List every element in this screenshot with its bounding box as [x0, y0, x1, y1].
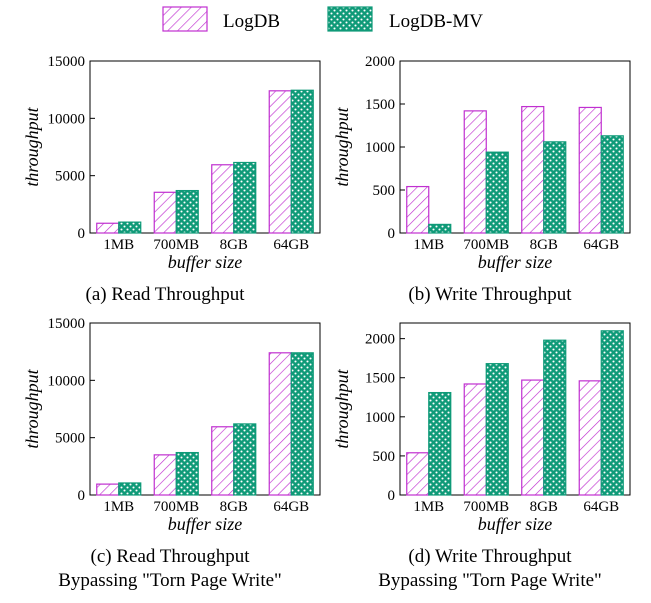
- y-axis-label: throughput: [332, 106, 352, 186]
- caption-d-line-2: Bypassing "Torn Page Write": [378, 570, 602, 591]
- bar-logdb: [406, 452, 430, 496]
- bar-logdb-mv: [233, 423, 257, 496]
- caption-c-line-2: Bypassing "Torn Page Write": [58, 570, 282, 591]
- y-tick-label: 15000: [48, 54, 86, 70]
- bar-logdb-mv: [290, 352, 314, 496]
- caption-b: (b) Write Throughput: [355, 283, 625, 307]
- x-tick-label: 700MB: [463, 499, 509, 515]
- x-tick-label: 64GB: [583, 499, 619, 515]
- caption-d-line-1: (d) Write Throughput: [408, 546, 572, 567]
- caption-a: (a) Read Throughput: [40, 283, 290, 307]
- x-tick-label: 1MB: [413, 237, 444, 253]
- x-tick-label: 64GB: [273, 237, 309, 253]
- x-tick-label: 1MB: [413, 499, 444, 515]
- bar-logdb-mv: [600, 330, 624, 496]
- y-tick-label: 1000: [365, 140, 395, 156]
- bar-logdb-mv: [233, 161, 257, 234]
- x-axis-label: buffer size: [478, 514, 553, 534]
- bar-logdb-mv: [118, 221, 142, 234]
- y-tick-label: 0: [78, 488, 86, 504]
- x-tick-label: 1MB: [103, 499, 134, 515]
- bar-logdb-mv: [118, 482, 142, 496]
- legend-label-logdb: LogDB: [223, 11, 280, 32]
- legend-label-logdb-mv: LogDB-MV: [389, 11, 483, 32]
- bar-logdb-mv: [600, 135, 624, 234]
- x-tick-label: 700MB: [153, 237, 199, 253]
- y-axis-label: throughput: [22, 368, 42, 448]
- chart-read-throughput: 0 5000 10000 15000 1MB 700MB 8GB 64GB buffer siz…: [22, 54, 321, 272]
- x-tick-label: 1MB: [103, 237, 134, 253]
- x-tick-label: 8GB: [530, 499, 558, 515]
- chart-read-throughput-bypass: 0 5000 10000 15000 1MB 700MB 8GB 64GB buffer siz…: [22, 316, 321, 534]
- legend-swatch-logdb-mv: [327, 6, 373, 32]
- bar-logdb: [153, 454, 177, 496]
- bar-logdb-mv: [543, 339, 567, 496]
- x-tick-label: 700MB: [153, 499, 199, 515]
- bar-logdb: [211, 164, 235, 234]
- chart-write-throughput-bypass: 0 500 1000 1500 2000 1MB 700MB 8GB 64GB buffer si…: [332, 322, 631, 534]
- plot-frame: [89, 322, 321, 496]
- bar-logdb: [268, 90, 292, 234]
- bar-logdb: [578, 106, 602, 234]
- caption-d: (d) Write Throughput Bypassing "Torn Pag…: [335, 545, 645, 593]
- caption-a-line-1: (a) Read Throughput: [85, 284, 245, 305]
- bar-logdb: [96, 222, 120, 234]
- caption-c: (c) Read Throughput Bypassing "Torn Page…: [20, 545, 320, 593]
- y-tick-label: 0: [388, 226, 396, 242]
- x-axis-label: buffer size: [168, 514, 243, 534]
- bar-logdb: [521, 379, 545, 496]
- y-axis-label: throughput: [22, 106, 42, 186]
- bar-logdb-mv: [428, 223, 452, 234]
- y-axis-label: throughput: [332, 368, 352, 448]
- y-tick-label: 10000: [48, 111, 86, 127]
- bar-logdb: [96, 483, 120, 496]
- chart-write-throughput: 0 500 1000 1500 2000 1MB 700MB 8GB 64GB buffer si…: [332, 54, 631, 272]
- y-tick-label: 15000: [48, 316, 86, 332]
- y-tick-label: 5000: [55, 431, 85, 447]
- y-tick-label: 1500: [365, 97, 395, 113]
- caption-b-line-1: (b) Write Throughput: [408, 284, 572, 305]
- bar-logdb-mv: [175, 451, 199, 496]
- y-tick-label: 5000: [55, 169, 85, 185]
- bar-logdb: [521, 105, 545, 234]
- x-tick-label: 700MB: [463, 237, 509, 253]
- bar-logdb: [463, 110, 487, 234]
- bar-logdb-mv: [175, 189, 199, 234]
- y-tick-label: 0: [388, 488, 396, 504]
- y-tick-label: 2000: [365, 54, 395, 70]
- bar-logdb-mv: [485, 363, 509, 496]
- bar-logdb: [268, 352, 292, 496]
- x-axis-label: buffer size: [478, 252, 553, 272]
- x-tick-label: 8GB: [220, 499, 248, 515]
- x-tick-label: 64GB: [583, 237, 619, 253]
- y-tick-label: 1000: [365, 410, 395, 426]
- y-tick-label: 500: [373, 449, 396, 465]
- bar-logdb: [406, 185, 430, 234]
- legend-swatch-logdb: [162, 6, 208, 32]
- legend: LogDB LogDB-MV: [162, 6, 483, 32]
- caption-c-line-1: (c) Read Throughput: [90, 546, 250, 567]
- bar-logdb: [463, 383, 487, 496]
- plot-frame: [399, 322, 631, 496]
- bar-logdb-mv: [543, 141, 567, 234]
- x-tick-label: 8GB: [530, 237, 558, 253]
- x-tick-label: 64GB: [273, 499, 309, 515]
- bar-logdb-mv: [485, 151, 509, 234]
- x-axis-label: buffer size: [168, 252, 243, 272]
- y-tick-label: 10000: [48, 373, 86, 389]
- y-tick-label: 2000: [365, 332, 395, 348]
- y-tick-label: 500: [373, 183, 396, 199]
- y-tick-label: 0: [78, 226, 86, 242]
- bar-logdb-mv: [290, 89, 314, 234]
- bar-logdb: [578, 380, 602, 496]
- bar-logdb: [211, 426, 235, 496]
- x-tick-label: 8GB: [220, 237, 248, 253]
- bar-logdb-mv: [428, 391, 452, 496]
- plot-frame: [89, 60, 321, 234]
- bar-logdb: [153, 191, 177, 234]
- y-tick-label: 1500: [365, 371, 395, 387]
